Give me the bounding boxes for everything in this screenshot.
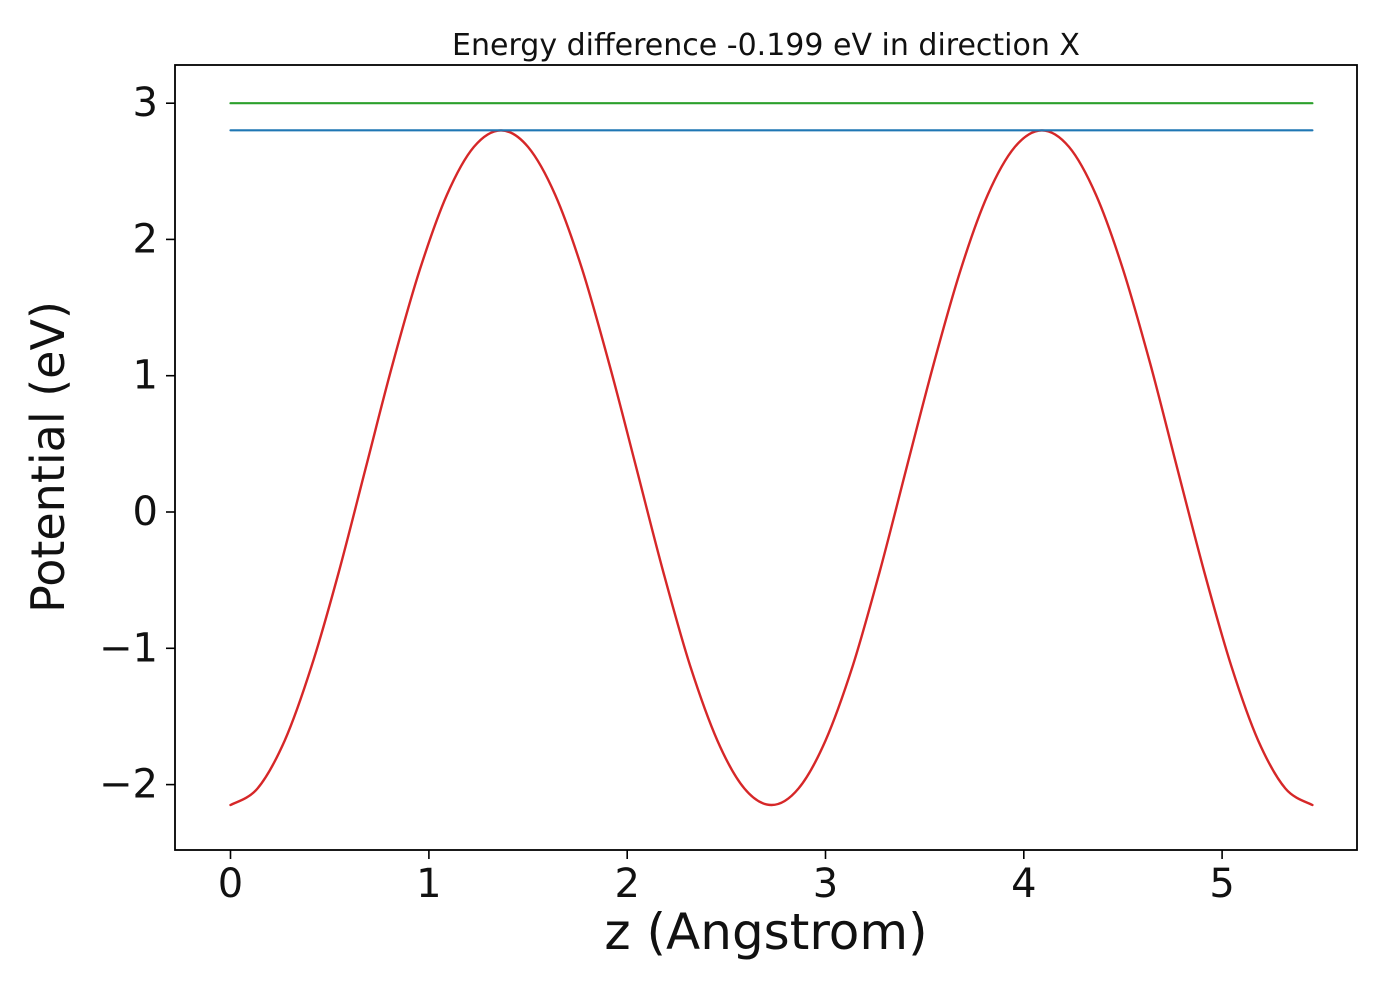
y-tick-label: 1: [133, 353, 158, 399]
y-tick-label: 3: [133, 80, 158, 126]
x-tick-label: 4: [1011, 861, 1036, 907]
chart-title: Energy difference -0.199 eV in direction…: [452, 28, 1080, 63]
axes-box: [174, 64, 1358, 851]
x-axis-label: z (Angstrom): [604, 903, 928, 961]
y-tick-label: −2: [99, 762, 158, 808]
x-tick-label: 0: [218, 861, 243, 907]
y-tick-label: 0: [133, 489, 158, 535]
y-tick-label: 2: [133, 216, 158, 262]
y-tick-label: −1: [99, 625, 158, 671]
series-potential-curve: [229, 129, 1314, 807]
x-tick-label: 3: [813, 861, 838, 907]
x-tick-label: 5: [1209, 861, 1234, 907]
x-tick-label: 2: [614, 861, 639, 907]
x-tick-label: 1: [416, 861, 441, 907]
